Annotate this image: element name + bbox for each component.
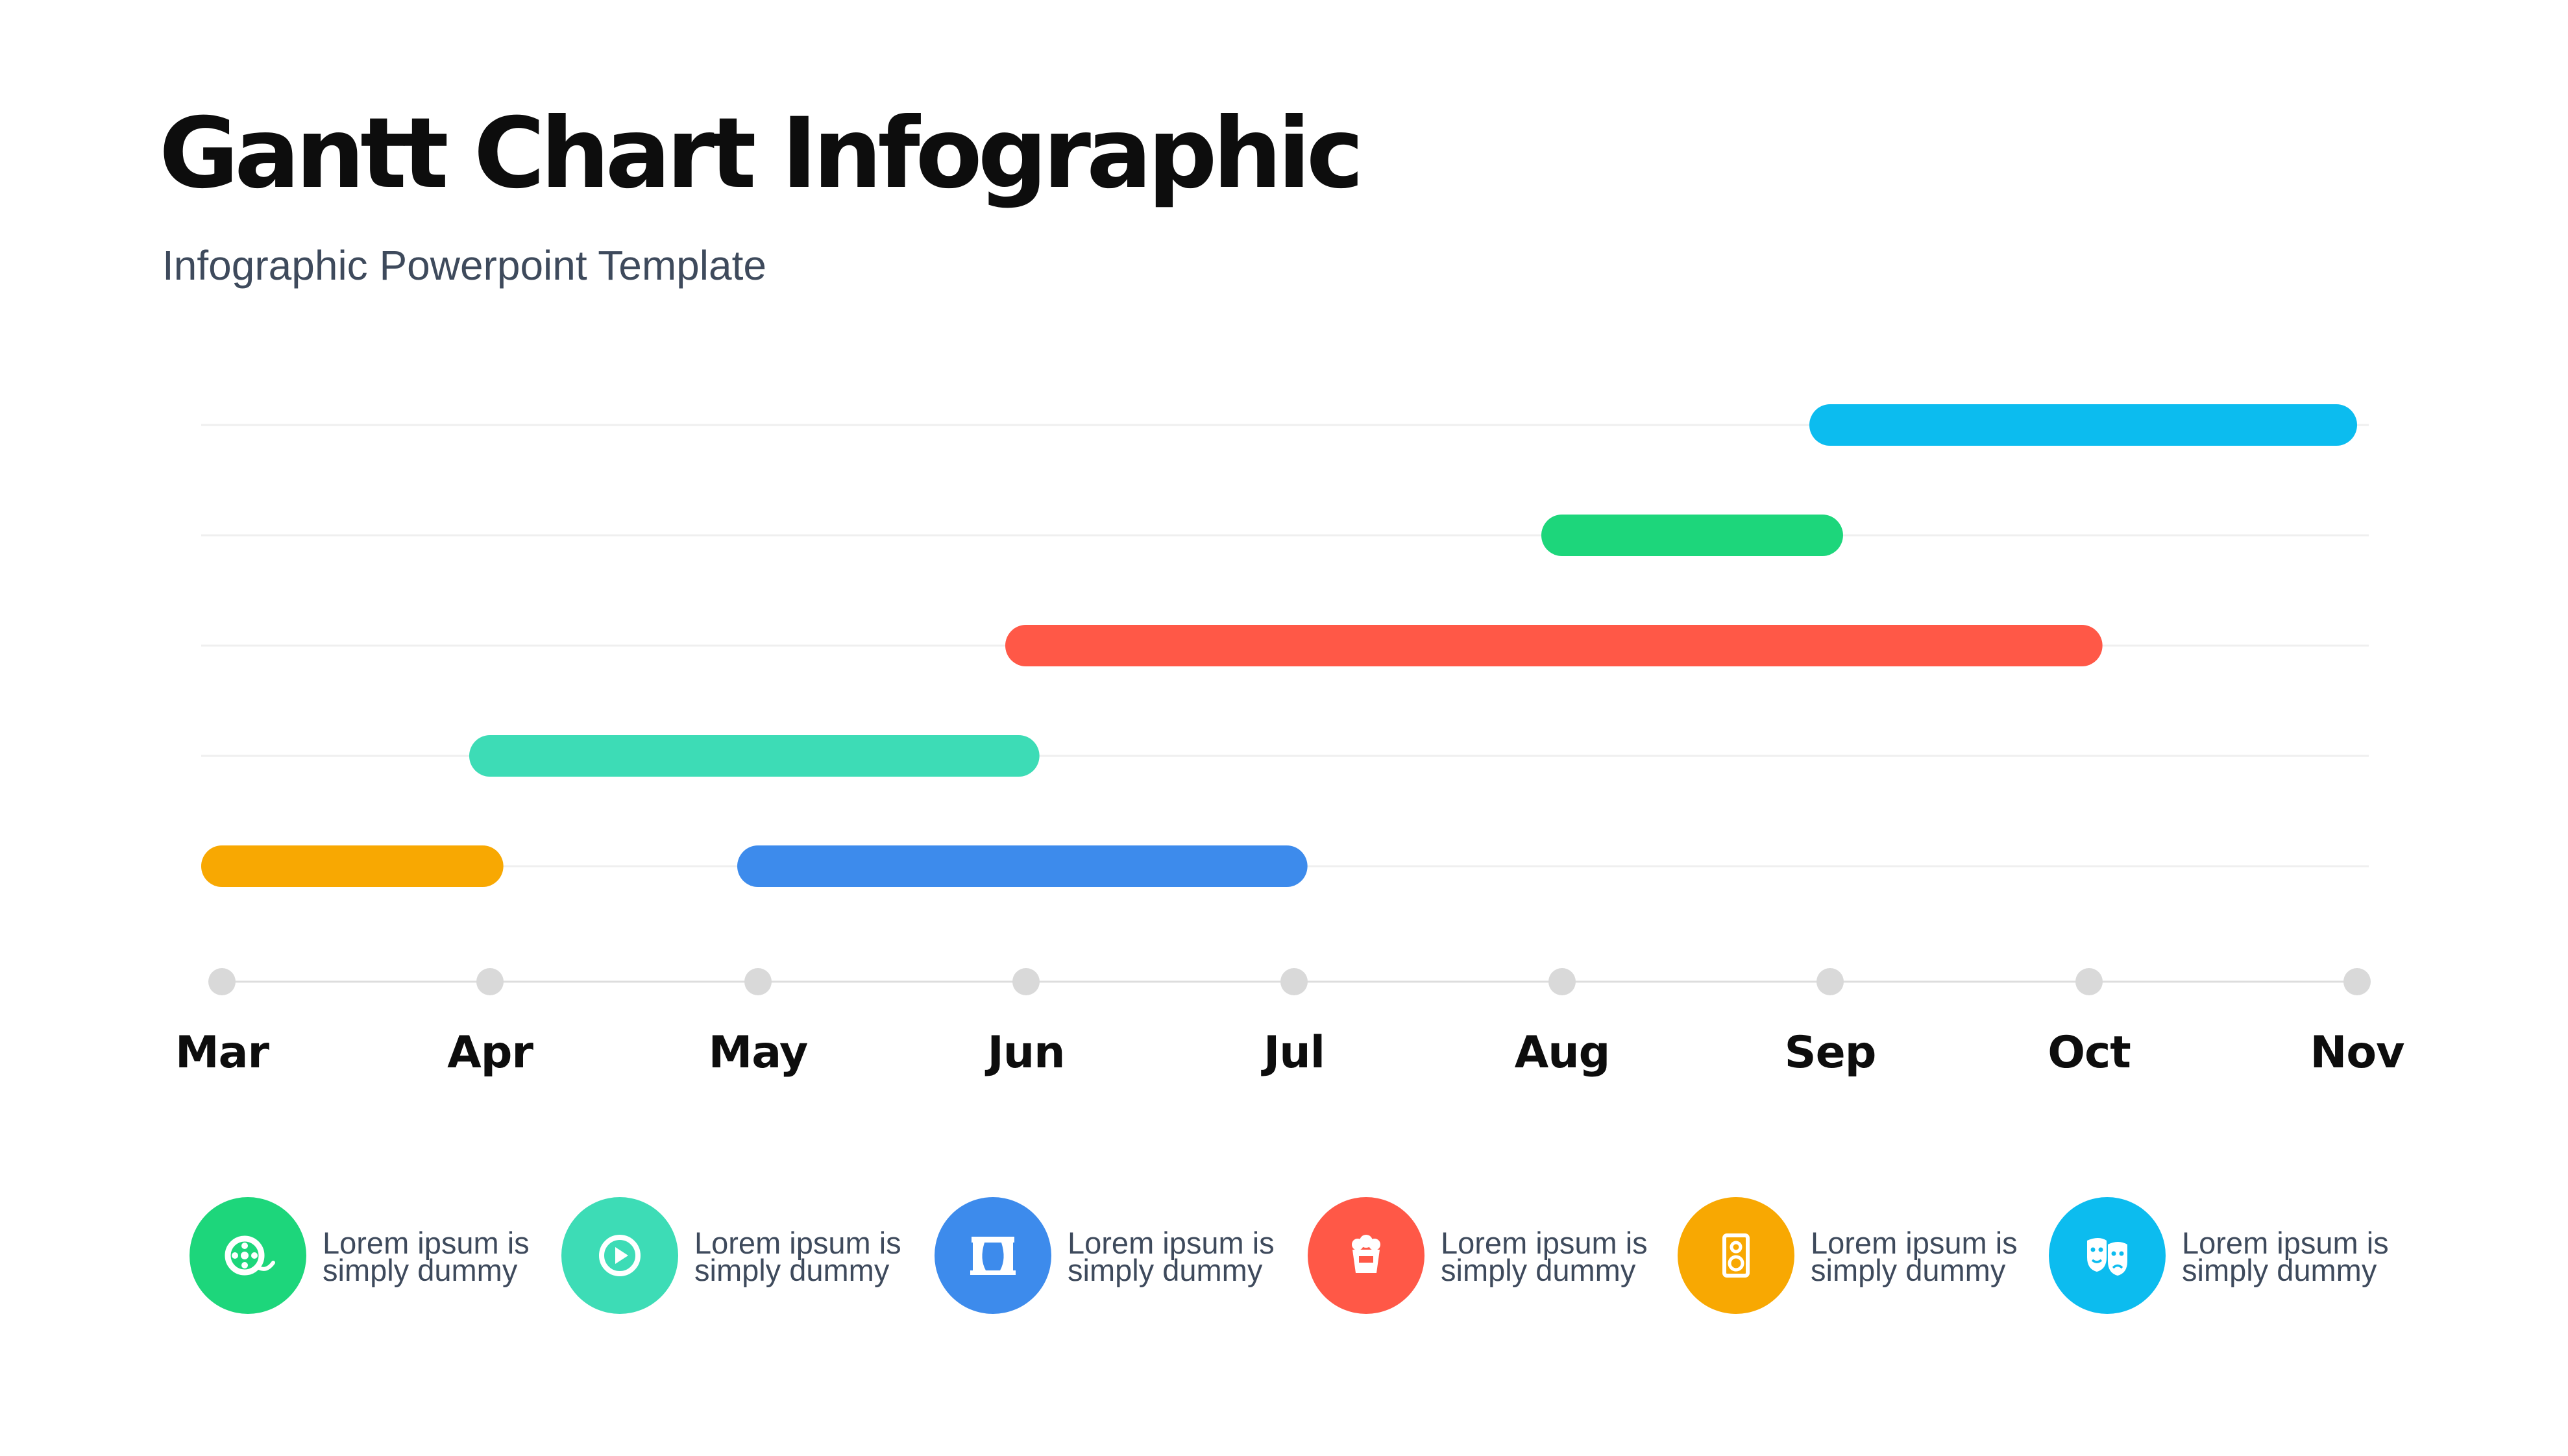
task-bar — [1809, 404, 2357, 446]
popcorn-icon — [1352, 1235, 1380, 1273]
task-bar — [1541, 515, 1843, 556]
legend: Lorem ipsum is simply dummy Lorem ipsum … — [0, 1197, 2568, 1327]
task-bar — [1005, 625, 2103, 666]
theater-masks-icon — [2087, 1238, 2127, 1276]
legend-circle — [1678, 1197, 1794, 1314]
legend-circle — [2049, 1197, 2166, 1314]
timeline-dot — [1012, 968, 1040, 995]
month-label: Jun — [984, 1027, 1064, 1078]
legend-line1: Lorem ipsum is — [1068, 1226, 1275, 1260]
month-label: Apr — [447, 1027, 533, 1078]
legend-line1: Lorem ipsum is — [1441, 1226, 1648, 1260]
legend-circle — [935, 1197, 1051, 1314]
stage-curtain-icon — [970, 1237, 1016, 1275]
month-label: Oct — [2048, 1027, 2131, 1078]
legend-line2: simply dummy — [694, 1253, 890, 1287]
timeline-dot — [476, 968, 504, 995]
timeline-dot — [744, 968, 772, 995]
speaker-icon — [1722, 1233, 1750, 1278]
timeline-dot — [2343, 968, 2371, 995]
gantt-chart: Mar Apr May Jun Jul Aug Sep Oct Nov — [175, 404, 2405, 1078]
timeline-dot — [1816, 968, 1844, 995]
task-bar — [737, 845, 1308, 887]
legend-text: Lorem ipsum is simply dummy — [1441, 1226, 1674, 1287]
task-bar — [469, 735, 1040, 777]
legend-text: Lorem ipsum is simply dummy — [1068, 1226, 1301, 1287]
month-label: May — [709, 1027, 808, 1078]
timeline-dot — [1548, 968, 1576, 995]
legend-line1: Lorem ipsum is — [2182, 1226, 2389, 1260]
legend-text: Lorem ipsum is simply dummy — [1811, 1226, 2044, 1287]
page-subtitle: Infographic Powerpoint Template — [162, 242, 766, 289]
film-reel-icon — [225, 1235, 275, 1276]
legend-line1: Lorem ipsum is — [323, 1226, 530, 1260]
timeline-dot — [2075, 968, 2103, 995]
month-label: Nov — [2310, 1027, 2405, 1078]
legend-circle — [561, 1197, 678, 1314]
legend-line2: simply dummy — [323, 1253, 518, 1287]
month-label: Aug — [1515, 1027, 1610, 1078]
legend-text: Lorem ipsum is simply dummy — [694, 1226, 928, 1287]
page-title: Gantt Chart Infographic — [159, 97, 1364, 210]
timeline-dot — [208, 968, 236, 995]
legend-text: Lorem ipsum is simply dummy — [323, 1226, 556, 1287]
month-label: Jul — [1261, 1027, 1325, 1078]
legend-line2: simply dummy — [1441, 1253, 1636, 1287]
month-label: Mar — [175, 1027, 270, 1078]
legend-line2: simply dummy — [2182, 1253, 2377, 1287]
legend-line2: simply dummy — [1068, 1253, 1263, 1287]
month-label: Sep — [1785, 1027, 1876, 1078]
timeline-dot — [1280, 968, 1308, 995]
legend-circle — [1308, 1197, 1425, 1314]
task-bar — [201, 845, 504, 887]
legend-line1: Lorem ipsum is — [694, 1226, 901, 1260]
legend-text: Lorem ipsum is simply dummy — [2182, 1226, 2415, 1287]
play-icon — [599, 1235, 641, 1276]
legend-circle — [190, 1197, 306, 1314]
legend-line2: simply dummy — [1811, 1253, 2006, 1287]
legend-line1: Lorem ipsum is — [1811, 1226, 2018, 1260]
